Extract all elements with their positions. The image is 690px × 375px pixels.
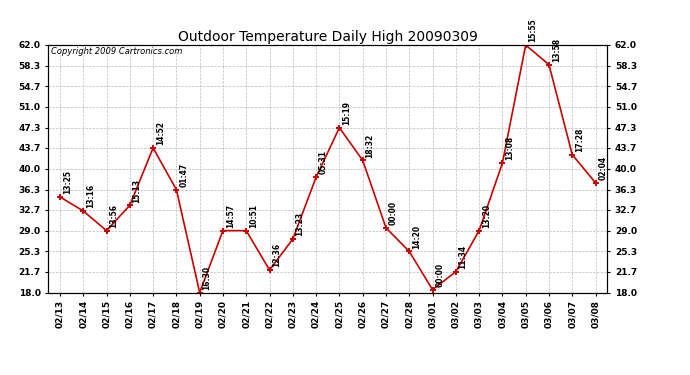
Text: 13:23: 13:23: [295, 212, 304, 236]
Text: 15:19: 15:19: [342, 101, 351, 125]
Text: 00:00: 00:00: [388, 201, 397, 225]
Text: 18:32: 18:32: [366, 133, 375, 158]
Text: 13:20: 13:20: [482, 204, 491, 228]
Text: 02:04: 02:04: [598, 156, 607, 180]
Text: 13:16: 13:16: [86, 184, 95, 208]
Text: 00:00: 00:00: [435, 263, 444, 287]
Text: 13:56: 13:56: [109, 204, 118, 228]
Text: 17:28: 17:28: [575, 128, 584, 152]
Text: 10:51: 10:51: [249, 204, 258, 228]
Text: 14:20: 14:20: [412, 225, 421, 249]
Text: 15:13: 15:13: [132, 178, 141, 203]
Text: 12:36: 12:36: [273, 243, 282, 267]
Text: 11:34: 11:34: [459, 245, 468, 269]
Text: Copyright 2009 Cartronics.com: Copyright 2009 Cartronics.com: [51, 48, 182, 57]
Text: 14:52: 14:52: [156, 121, 165, 145]
Text: 05:31: 05:31: [319, 150, 328, 174]
Text: 13:25: 13:25: [63, 170, 72, 194]
Text: 13:58: 13:58: [552, 38, 561, 62]
Text: 15:55: 15:55: [529, 18, 538, 42]
Text: 16:30: 16:30: [202, 266, 211, 290]
Text: 01:47: 01:47: [179, 162, 188, 187]
Title: Outdoor Temperature Daily High 20090309: Outdoor Temperature Daily High 20090309: [178, 30, 477, 44]
Text: 13:08: 13:08: [505, 136, 514, 160]
Text: 14:57: 14:57: [226, 204, 235, 228]
